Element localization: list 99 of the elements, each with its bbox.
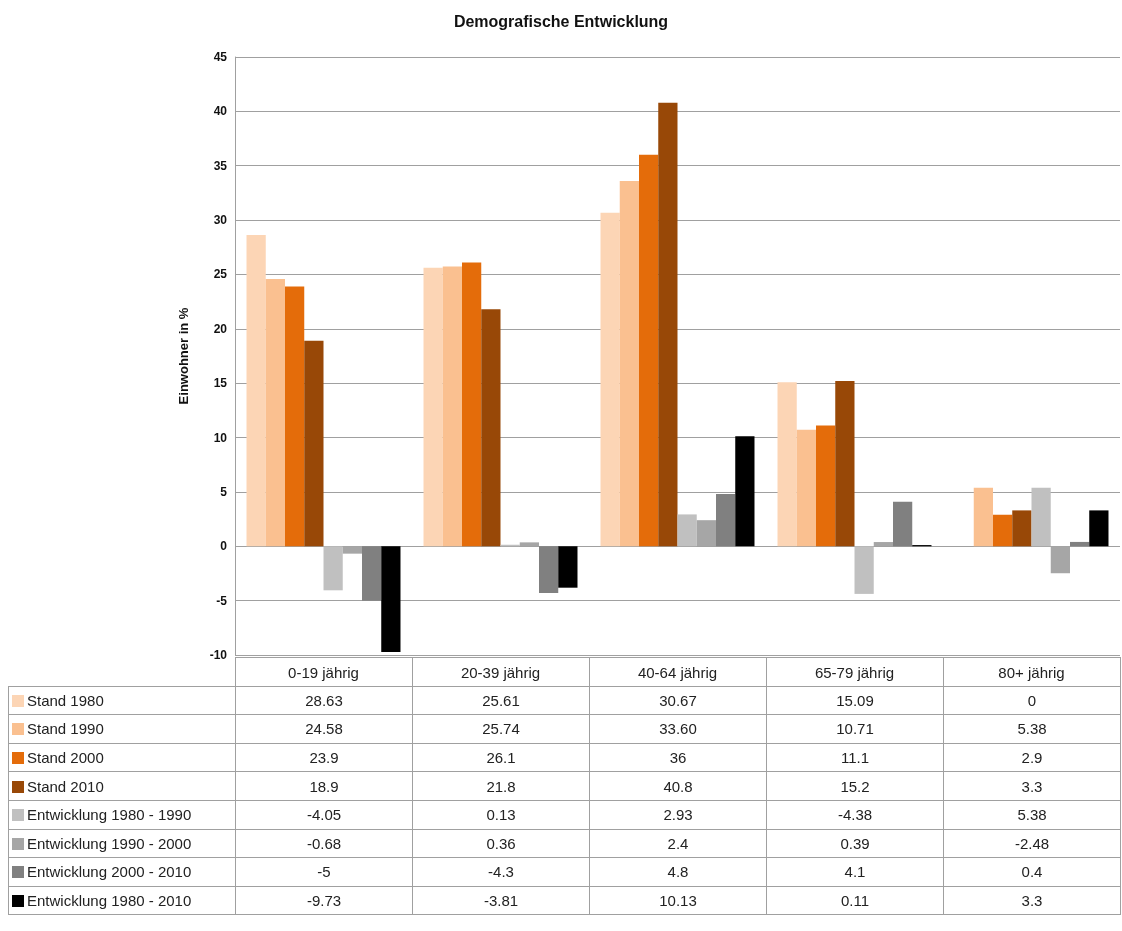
data-label: 0.36 — [412, 829, 590, 858]
bar — [893, 501, 913, 547]
bar — [600, 212, 620, 547]
bar — [462, 262, 482, 547]
data-label: 5.38 — [943, 714, 1121, 744]
bar — [1089, 510, 1109, 547]
bar — [777, 382, 797, 547]
bar — [481, 309, 501, 547]
bar — [342, 546, 362, 554]
bar — [973, 487, 993, 547]
data-label: -0.68 — [235, 829, 413, 858]
bar — [835, 381, 855, 547]
data-label: -9.73 — [235, 886, 413, 915]
legend-label: Stand 2010 — [27, 777, 104, 795]
y-axis-title: Einwohner in % — [176, 307, 191, 405]
x-tick-label: 80+ jährig — [998, 664, 1065, 681]
legend-label: Entwicklung 1980 - 2010 — [27, 892, 192, 910]
y-tick-label: -5 — [216, 593, 228, 608]
data-label: 11.1 — [766, 743, 944, 772]
data-label: -4.3 — [412, 857, 590, 887]
bar — [796, 429, 816, 547]
bar — [677, 514, 697, 547]
data-label: 26.1 — [412, 743, 590, 772]
data-label: 5.38 — [943, 800, 1121, 830]
data-label: 0.13 — [412, 800, 590, 830]
data-label: -3.81 — [412, 886, 590, 915]
data-label: 18.9 — [235, 771, 413, 801]
x-tick-label: 40-64 jährig — [637, 664, 718, 681]
y-tick-label: 15 — [213, 376, 228, 391]
data-label: 0.39 — [766, 829, 944, 858]
y-tick-label: 20 — [213, 321, 228, 336]
x-tick-label: 20-39 jährig — [460, 664, 541, 681]
data-label: 28.63 — [235, 686, 413, 715]
legend-label: Stand 1990 — [27, 720, 104, 738]
bar — [246, 234, 266, 547]
y-tick-label: 10 — [213, 430, 228, 445]
data-label: 36 — [589, 743, 767, 772]
data-label: 3.3 — [943, 771, 1121, 801]
data-label: 23.9 — [235, 743, 413, 772]
bar — [285, 286, 305, 547]
data-label: 10.71 — [766, 714, 944, 744]
bar — [442, 266, 462, 547]
bar — [735, 436, 755, 547]
y-tick-label: 0 — [220, 539, 228, 554]
y-tick-label: 5 — [220, 484, 228, 499]
y-tick-label: 35 — [213, 158, 228, 173]
data-label: 25.74 — [412, 714, 590, 744]
x-tick-label: 0-19 jährig — [288, 664, 359, 681]
data-label: 15.2 — [766, 771, 944, 801]
bar — [362, 546, 382, 601]
data-label: 4.8 — [589, 857, 767, 887]
y-tick-label: 25 — [213, 267, 228, 282]
y-tick-label: 40 — [213, 104, 228, 119]
bar — [1070, 541, 1090, 547]
data-label: -4.05 — [235, 800, 413, 830]
data-label: 24.58 — [235, 714, 413, 744]
bar — [716, 494, 736, 547]
data-label: 21.8 — [412, 771, 590, 801]
bar — [816, 425, 836, 547]
bar — [558, 546, 578, 588]
data-label: 2.4 — [589, 829, 767, 858]
data-label: 4.1 — [766, 857, 944, 887]
bar — [993, 514, 1013, 547]
data-label: 25.61 — [412, 686, 590, 715]
legend-label: Stand 1980 — [27, 691, 104, 709]
data-label: 0.4 — [943, 857, 1121, 887]
data-label: 10.13 — [589, 886, 767, 915]
bar — [639, 154, 659, 547]
bar — [423, 267, 443, 547]
data-label: 2.93 — [589, 800, 767, 830]
bar — [323, 546, 343, 591]
data-label: -2.48 — [943, 829, 1121, 858]
bar — [381, 546, 401, 653]
bar — [619, 180, 639, 547]
bar — [658, 102, 678, 547]
data-label: 40.8 — [589, 771, 767, 801]
data-label: 3.3 — [943, 886, 1121, 915]
bar — [1031, 487, 1051, 547]
x-tick-label: 65-79 jährig — [814, 664, 895, 681]
data-label: 2.9 — [943, 743, 1121, 772]
legend-label: Entwicklung 1990 - 2000 — [27, 834, 192, 852]
legend-label: Stand 2000 — [27, 749, 104, 767]
legend-label: Entwicklung 2000 - 2010 — [27, 863, 192, 881]
data-label: 33.60 — [589, 714, 767, 744]
data-label: 0 — [943, 686, 1121, 715]
bar — [539, 546, 559, 594]
bar — [304, 340, 324, 547]
bar — [1012, 510, 1032, 547]
data-label: 15.09 — [766, 686, 944, 715]
y-tick-label: -10 — [209, 648, 228, 662]
legend-label: Entwicklung 1980 - 1990 — [27, 806, 192, 824]
y-tick-label: 30 — [213, 213, 228, 228]
bar — [854, 546, 874, 594]
data-label: 0.11 — [766, 886, 944, 915]
chart-title: Demografische Entwicklung — [453, 12, 669, 30]
data-label: -4.38 — [766, 800, 944, 830]
y-tick-label: 45 — [213, 50, 228, 64]
data-label: 30.67 — [589, 686, 767, 715]
bar — [265, 279, 285, 547]
